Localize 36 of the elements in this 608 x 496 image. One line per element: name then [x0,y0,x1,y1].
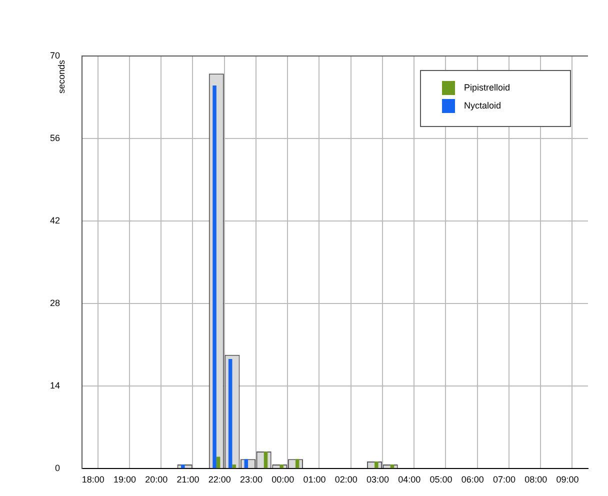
bar [244,459,248,468]
x-tick-label: 06:00 [461,474,484,484]
bar [264,452,268,468]
x-tick-label: 19:00 [114,474,136,484]
y-tick-label: 14 [50,380,60,391]
x-tick-label: 05:00 [430,474,452,484]
bar [232,464,236,468]
bar [390,464,394,468]
x-tick-label: 18:00 [82,474,104,484]
x-tick-label: 04:00 [398,474,421,484]
bar [181,464,185,468]
legend-label: Nyctaloid [464,100,502,110]
x-tick-label: 20:00 [145,474,168,484]
x-tick-label: 09:00 [556,474,579,484]
bar [228,358,232,468]
y-tick-label: 0 [54,463,60,474]
x-tick-label: 02:00 [334,474,358,484]
bar [374,462,378,468]
bar [212,85,216,468]
y-tick-label: 56 [50,133,60,144]
x-tick-label: 22:00 [208,474,231,484]
y-tick-label: 42 [50,216,60,226]
bar [216,456,220,468]
bar [280,464,284,468]
x-tick-label: 01:00 [303,474,326,484]
bar [295,459,300,468]
x-tick-label: 08:00 [524,474,548,484]
x-tick-label: 00:00 [272,474,294,484]
y-axis-title: seconds [56,60,66,94]
x-tick-label: 07:00 [493,474,516,484]
x-tick-label: 03:00 [366,474,390,484]
x-tick-label: 23:00 [240,474,263,484]
y-tick-label: 28 [50,298,60,308]
x-tick-label: 21:00 [176,474,200,484]
legend-label: Pipistrelloid [464,82,510,92]
y-tick-label: 70 [50,50,60,60]
